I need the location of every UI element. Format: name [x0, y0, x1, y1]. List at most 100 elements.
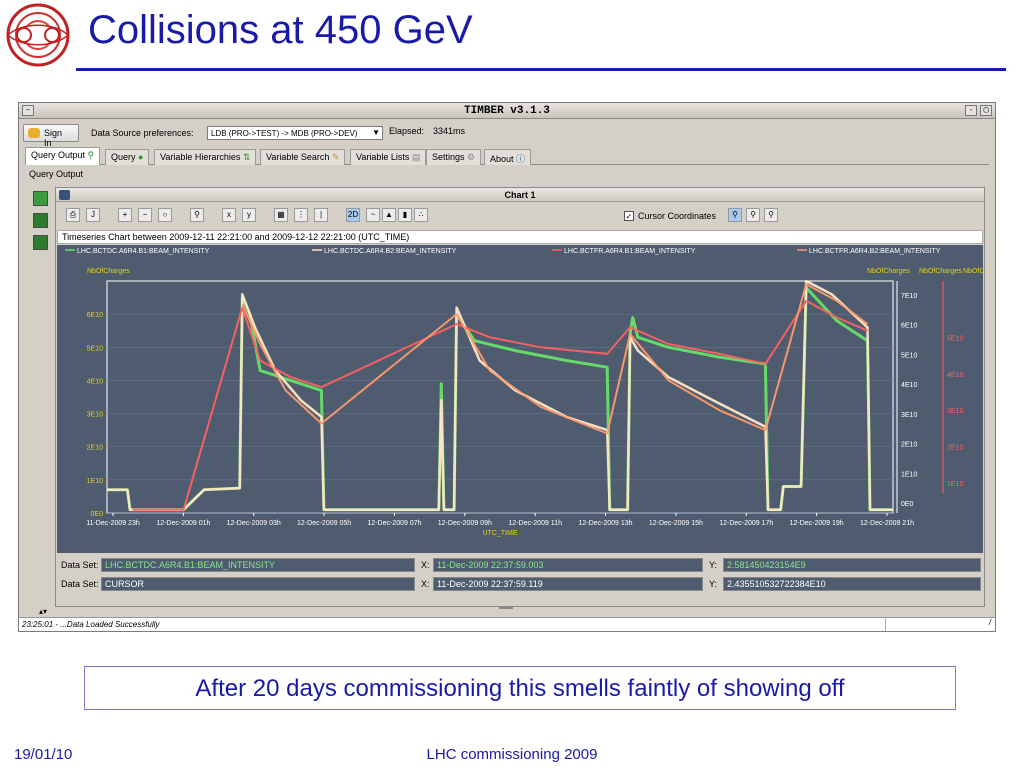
zoom-y-icon[interactable]: y — [242, 208, 256, 222]
x-tick-label: 12-Dec-2009 15h — [649, 520, 703, 527]
tab-settings[interactable]: Settings ⚙ — [426, 149, 482, 165]
y-tick-label: 0E0 — [91, 511, 104, 518]
tab-label: About — [490, 154, 514, 164]
dataset-name-field[interactable]: LHC.BCTDC.A6R4.B1:BEAM_INTENSITY — [101, 558, 415, 572]
elapsed-label: Elapsed: — [389, 126, 425, 136]
chart-title: Chart 1 — [504, 190, 536, 200]
y-tick-label: 4E10 — [87, 378, 103, 385]
dataset-label: Data Set: — [61, 579, 99, 589]
maximize-icon[interactable]: ▢ — [980, 105, 992, 116]
slide-note: After 20 days commissioning this smells … — [84, 666, 956, 710]
dataset-name-field[interactable]: CURSOR — [101, 577, 415, 591]
y-right-tick-label: 4E10 — [901, 382, 917, 389]
splitter-arrows[interactable]: ▴▾ — [39, 607, 48, 616]
legend-entry: LHC.BCTFR.A6R4.B2:BEAM_INTENSITY — [809, 248, 941, 255]
tab-query-output[interactable]: Query Output ⚲ — [25, 147, 101, 165]
x-label: X: — [421, 560, 430, 570]
zoom-reset-icon[interactable]: ○ — [158, 208, 172, 222]
x-tick-label: 12-Dec-2009 09h — [438, 520, 492, 527]
window-titlebar[interactable]: – TIMBER v3.1.3 · ▢ — [19, 103, 995, 119]
cursor-coordinates-checkbox[interactable]: ✓ — [624, 211, 634, 221]
elapsed-value: 3341ms — [433, 126, 466, 136]
x-value-field[interactable]: 11-Dec-2009 22:37:59.119 — [433, 577, 703, 591]
magnify-minus-icon[interactable]: ⚲ — [764, 208, 778, 222]
list-icon: ▤ — [411, 152, 421, 162]
gear-icon: ⚙ — [467, 152, 476, 162]
legend-entry: LHC.BCTDC.A6R4.B1:BEAM_INTENSITY — [77, 248, 210, 255]
y-value-field[interactable]: 2.581450423154E9 — [723, 558, 981, 572]
dataset-label: Data Set: — [61, 560, 99, 570]
grid-icon[interactable]: ▦ — [274, 208, 288, 222]
cursor-coordinates-label: Cursor Coordinates — [638, 211, 717, 221]
scatter-chart-icon[interactable]: ∴ — [414, 208, 428, 222]
x-value-field[interactable]: 11-Dec-2009 22:37:59.003 — [433, 558, 703, 572]
y-right2-tick-label: 3E10 — [947, 408, 963, 415]
minimize-icon[interactable]: · — [965, 105, 977, 116]
magnify-icon[interactable]: ⚲ — [728, 208, 742, 222]
tab-bar: Query Output ⚲ Query ● Variable Hierarch… — [25, 147, 989, 165]
tab-label: Variable Lists — [356, 152, 410, 162]
y-right-tick-label: 6E10 — [901, 323, 917, 330]
window-title: TIMBER v3.1.3 — [464, 105, 550, 117]
y-right-tick-label: 1E10 — [901, 471, 917, 478]
y-right2-tick-label: 2E10 — [947, 445, 963, 452]
slide-title: Collisions at 450 GeV — [88, 8, 473, 52]
footer-center: LHC commissioning 2009 — [426, 746, 598, 763]
2d-mode-icon[interactable]: 2D — [346, 208, 360, 222]
tab-label: Query Output — [31, 150, 86, 160]
legend-entry: LHC.BCTFR.A6R4.B1:BEAM_INTENSITY — [564, 248, 696, 255]
lhc-logo — [6, 3, 70, 67]
zoom-x-icon[interactable]: x — [222, 208, 236, 222]
search-icon: ⚲ — [87, 150, 95, 160]
y-right2-tick-label: 4E10 — [947, 372, 963, 379]
chart-view-icon[interactable] — [33, 191, 48, 206]
window-menu-icon[interactable]: – — [22, 105, 34, 116]
tab-about[interactable]: About ⓘ — [484, 149, 532, 165]
status-bar: 23:25:01 - ...Data Loaded Successfully / — [19, 617, 995, 631]
tab-variable-lists[interactable]: Variable Lists ▤ — [350, 149, 427, 165]
y-value-field[interactable]: 2.435510532722384E10 — [723, 577, 981, 591]
area-chart-icon[interactable]: ▲ — [382, 208, 396, 222]
grid-layout-icon[interactable] — [33, 235, 48, 250]
tab-variable-hierarchies[interactable]: Variable Hierarchies ⇅ — [154, 149, 257, 165]
x-tick-label: 12-Dec-2009 19h — [790, 520, 844, 527]
x-tick-label: 12-Dec-2009 01h — [156, 520, 210, 527]
y-axis-right-label: NbOfCharges — [963, 268, 983, 275]
axis-icon[interactable]: ⋮ — [294, 208, 308, 222]
tab-label: Variable Search — [266, 152, 330, 162]
jpg-export-icon[interactable]: J — [86, 208, 100, 222]
series-line — [107, 279, 893, 511]
y-tick-label: 2E10 — [87, 445, 103, 452]
zoom-out-icon[interactable]: − — [138, 208, 152, 222]
y-right2-tick-label: 5E10 — [947, 335, 963, 342]
print-icon[interactable]: ⎙ — [66, 208, 80, 222]
line-chart-icon[interactable]: ~ — [366, 208, 380, 222]
range-icon[interactable]: | — [314, 208, 328, 222]
title-rule — [76, 68, 1006, 71]
y-tick-label: 5E10 — [87, 345, 103, 352]
splitter-handle[interactable] — [499, 607, 513, 609]
timber-window: – TIMBER v3.1.3 · ▢ Sign In Data Source … — [18, 102, 1006, 632]
tab-variable-search[interactable]: Variable Search ✎ — [260, 149, 346, 165]
zoom-in-icon[interactable]: + — [118, 208, 132, 222]
chart-toolbar: ⎙ J + − ○ ⚲ x y ▦ ⋮ | 2D ~ ▲ ▮ ∴ ✓ Curso… — [66, 208, 946, 226]
sign-in-button[interactable]: Sign In — [23, 124, 79, 148]
x-tick-label: 12-Dec-2009 17h — [719, 520, 773, 527]
plot-area[interactable]: LHC.BCTDC.A6R4.B1:BEAM_INTENSITY LHC.BCTD… — [57, 245, 1006, 553]
y-label: Y: — [709, 579, 718, 589]
datasource-select[interactable]: LDB (PRO->TEST) -> MDB (PRO->DEV) ▼ — [207, 126, 383, 140]
tab-query[interactable]: Query ● — [105, 149, 150, 165]
tab-label: Query — [111, 152, 136, 162]
zoom-box-icon[interactable]: ⚲ — [190, 208, 204, 222]
magnify-plus-icon[interactable]: ⚲ — [746, 208, 760, 222]
collapse-icon[interactable] — [59, 190, 70, 200]
chart-panel: Chart 1 ⎙ J + − ○ ⚲ x y ▦ ⋮ | 2D ~ ▲ ▮ ∴… — [55, 187, 1006, 607]
top-toolbar: Sign In Data Source preferences: LDB (PR… — [23, 123, 991, 148]
legend-entry: LHC.BCTDC.A6R4.B2:BEAM_INTENSITY — [324, 248, 457, 255]
timeseries-title: Timeseries Chart between 2009-12-11 22:2… — [57, 230, 983, 244]
x-tick-label: 11-Dec-2009 23h — [86, 520, 140, 527]
y-right-tick-label: 5E10 — [901, 352, 917, 359]
export-icon[interactable] — [33, 213, 48, 228]
bar-chart-icon[interactable]: ▮ — [398, 208, 412, 222]
help-icon: ⓘ — [516, 154, 526, 164]
